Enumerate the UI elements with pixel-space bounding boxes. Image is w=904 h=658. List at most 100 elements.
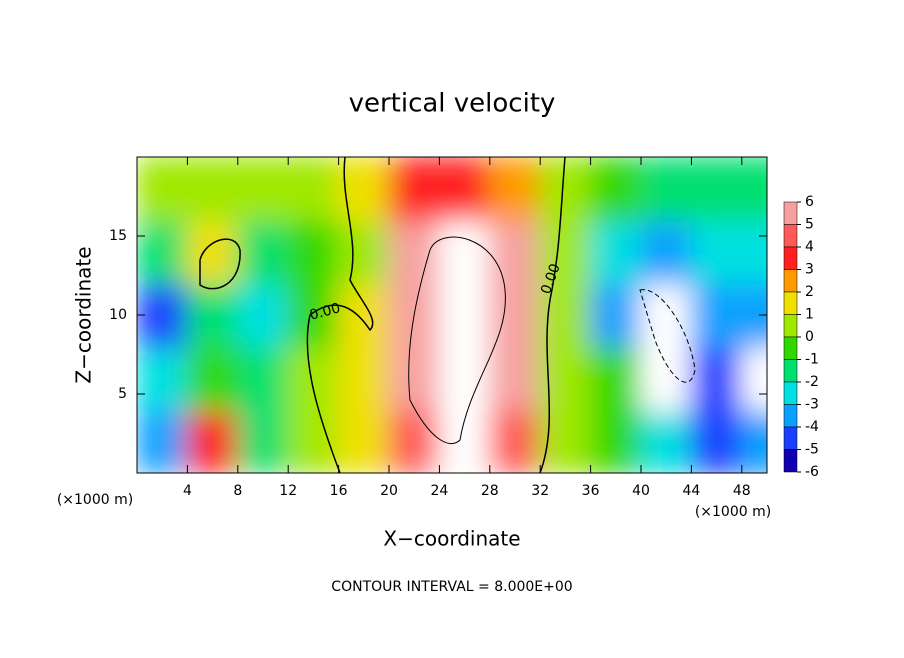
heat-cell (388, 219, 441, 285)
heat-cell (388, 345, 441, 411)
heat-cell (186, 408, 239, 473)
heat-cell (438, 282, 491, 348)
colorbar-label: 5 (805, 217, 814, 233)
heat-cell (137, 345, 189, 411)
heat-cell (690, 408, 743, 473)
heat-cell (690, 157, 743, 222)
x-tick-label: 16 (330, 483, 348, 499)
heat-cell (438, 345, 491, 411)
x-tick-label: 24 (430, 483, 448, 499)
heat-cell (137, 282, 189, 348)
colorbar-label: -2 (805, 374, 819, 390)
heat-cell (640, 157, 693, 222)
heat-cell (589, 345, 642, 411)
heat-cell (337, 219, 390, 285)
x-tick-label: 12 (279, 483, 297, 499)
colorbar-label: -5 (805, 442, 819, 458)
heat-cell (388, 408, 441, 473)
colorbar-label: -1 (805, 352, 819, 368)
colorbar-box (783, 291, 798, 315)
colorbar-box (783, 449, 798, 473)
colorbar-box (783, 224, 798, 248)
x-tick-label: 32 (531, 483, 549, 499)
heat-cell (438, 219, 491, 285)
colorbar-label: 6 (805, 194, 814, 210)
heat-cell (236, 157, 290, 222)
cells (137, 157, 767, 473)
heat-cell (236, 219, 290, 285)
footer: CONTOUR INTERVAL = 8.000E+00 (331, 579, 572, 595)
colorbar-box (783, 246, 798, 270)
heat-cell (488, 408, 542, 473)
y-axis-label: Z−coordinate (72, 246, 96, 383)
heat-cell (287, 157, 340, 222)
colorbar-label: 1 (805, 307, 814, 323)
colorbar-box (783, 404, 798, 428)
heat-cell (186, 345, 239, 411)
colorbar-label: -3 (805, 397, 819, 413)
heat-cell (337, 282, 390, 348)
heat-cell (137, 219, 189, 285)
colorbar-label: 3 (805, 262, 814, 278)
colorbar-box (783, 201, 798, 225)
heat-cell (488, 345, 542, 411)
heat-cell (690, 345, 743, 411)
heat-cell (640, 345, 693, 411)
heat-cell (137, 157, 189, 222)
colorbar-box (783, 426, 798, 450)
contour-line (408, 236, 506, 445)
heat-cell (488, 282, 542, 348)
heat-cell (388, 157, 441, 222)
colorbar-label: 4 (805, 239, 814, 255)
contour-label: 0.00 (308, 300, 342, 324)
x-unit: (×1000 m) (57, 492, 133, 508)
contour-line (306, 157, 374, 473)
x-tick-label: 20 (380, 483, 398, 499)
heat-cell (589, 157, 642, 222)
heat-cell (488, 219, 542, 285)
heat-cell (640, 408, 693, 473)
heat-cell (236, 345, 290, 411)
x-tick-label: 44 (682, 483, 700, 499)
heat-cell (137, 408, 189, 473)
heat-cell (740, 157, 767, 222)
heat-cell (337, 345, 390, 411)
heat-cell (337, 157, 390, 222)
heat-cell (488, 157, 542, 222)
heat-cell (438, 157, 491, 222)
contours (199, 157, 696, 473)
colorbar-label: -4 (805, 419, 819, 435)
y-tick-label: 10 (109, 307, 127, 323)
colorbar-box (783, 359, 798, 383)
heat-cell (640, 219, 693, 285)
heat-cell (589, 282, 642, 348)
heat-cell (287, 282, 340, 348)
heat-cell (539, 219, 592, 285)
x-tick-label: 4 (183, 483, 192, 499)
heat-cell (236, 282, 290, 348)
heat-cell (287, 219, 340, 285)
heat-cell (186, 282, 239, 348)
colorbar-label: 2 (805, 284, 814, 300)
y-tick-label: 5 (118, 386, 127, 402)
colorbar-box (783, 314, 798, 338)
heat-cell (589, 408, 642, 473)
heat-cell (287, 345, 340, 411)
y-tick-label: 15 (109, 228, 127, 244)
colorbar-box (783, 381, 798, 405)
contour-line (639, 289, 696, 383)
x-tick-label: 28 (481, 483, 499, 499)
heat-cell (640, 282, 693, 348)
x-tick-label: 40 (632, 483, 650, 499)
x-axis-label: X−coordinate (383, 527, 520, 551)
heat-cell (236, 408, 290, 473)
x-tick-label: 8 (233, 483, 242, 499)
heat-cell (589, 219, 642, 285)
colorbar-label: 0 (805, 329, 814, 345)
heat-cell (690, 219, 743, 285)
heat-cell (337, 408, 390, 473)
field (137, 157, 767, 473)
contour-line (539, 157, 566, 473)
heat-cell (287, 408, 340, 473)
